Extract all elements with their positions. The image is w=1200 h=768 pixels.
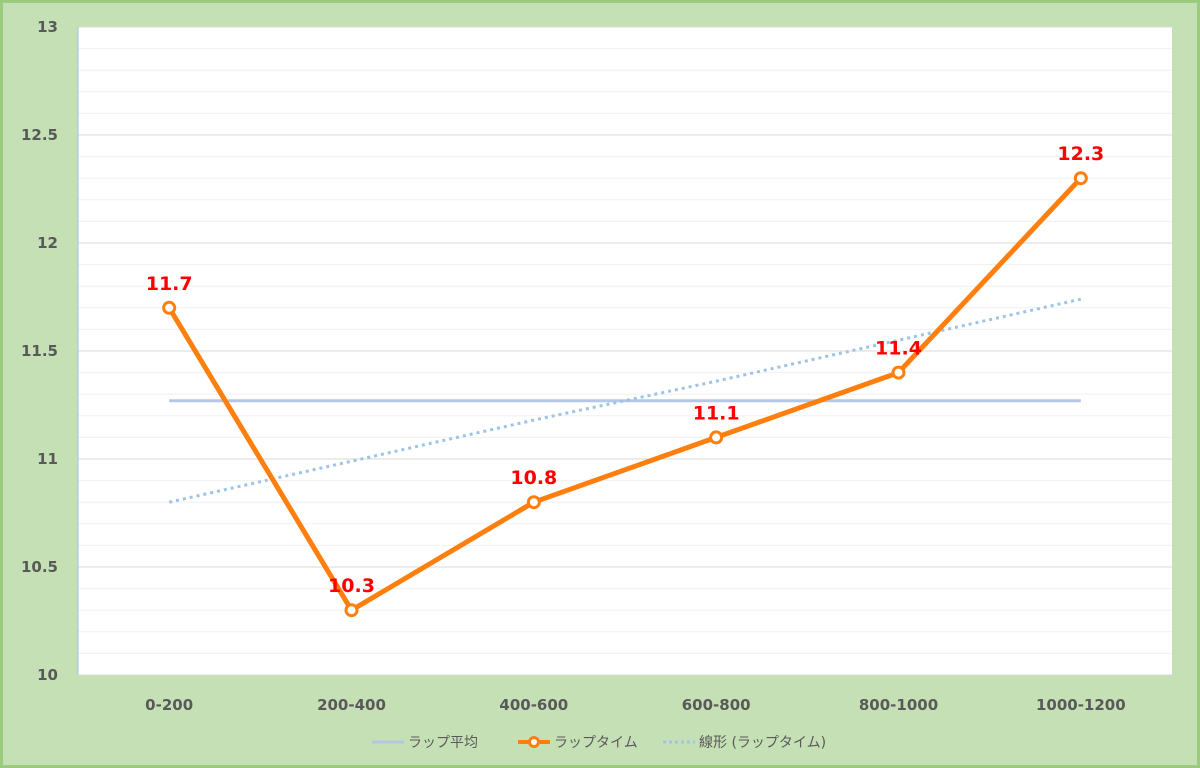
lap-time-marker — [891, 365, 906, 380]
y-tick-label: 11 — [37, 450, 58, 468]
data-label: 11.1 — [693, 402, 740, 424]
lap-time-line — [167, 176, 1083, 613]
x-tick-label: 1000-1200 — [1036, 696, 1126, 714]
lap-time-marker — [709, 430, 724, 445]
legend: ラップ平均 ラップタイム 線形 (ラップタイム) — [372, 735, 826, 751]
y-tick-label: 13 — [37, 18, 58, 36]
series-layer — [162, 171, 1088, 618]
y-tick-label: 11.5 — [21, 342, 58, 360]
x-tick-label: 400-600 — [499, 696, 568, 714]
legend-label: ラップタイム — [554, 735, 638, 751]
trendline — [168, 297, 1082, 504]
data-label: 11.4 — [875, 338, 922, 360]
y-tick-label: 10 — [37, 666, 58, 684]
x-tick-label: 0-200 — [145, 696, 193, 714]
lap-time-marker — [526, 495, 541, 510]
lap-time-marker — [1073, 171, 1088, 186]
x-tick-label: 800-1000 — [859, 696, 938, 714]
data-label: 11.7 — [146, 273, 193, 295]
y-tick-label: 10.5 — [21, 558, 58, 576]
x-tick-label: 600-800 — [682, 696, 751, 714]
y-tick-label: 12.5 — [21, 126, 58, 144]
y-axis-ticks: 10 10.5 11 11.5 12 12.5 13 — [21, 18, 58, 684]
data-label: 12.3 — [1057, 143, 1104, 165]
x-axis-ticks: 0-200 200-400 400-600 600-800 800-1000 1000-1… — [145, 696, 1126, 714]
data-labels: 11.7 10.3 10.8 11.1 11.4 12.3 — [146, 143, 1105, 597]
legend-label: ラップ平均 — [408, 735, 478, 751]
legend-marker-lap-time — [528, 736, 540, 748]
data-label: 10.3 — [328, 575, 375, 597]
x-tick-label: 200-400 — [317, 696, 386, 714]
y-tick-label: 12 — [37, 234, 58, 252]
legend-label: 線形 (ラップタイム) — [699, 735, 826, 751]
data-label: 10.8 — [510, 467, 557, 489]
lap-time-marker — [162, 300, 177, 315]
lap-time-marker — [344, 603, 359, 618]
